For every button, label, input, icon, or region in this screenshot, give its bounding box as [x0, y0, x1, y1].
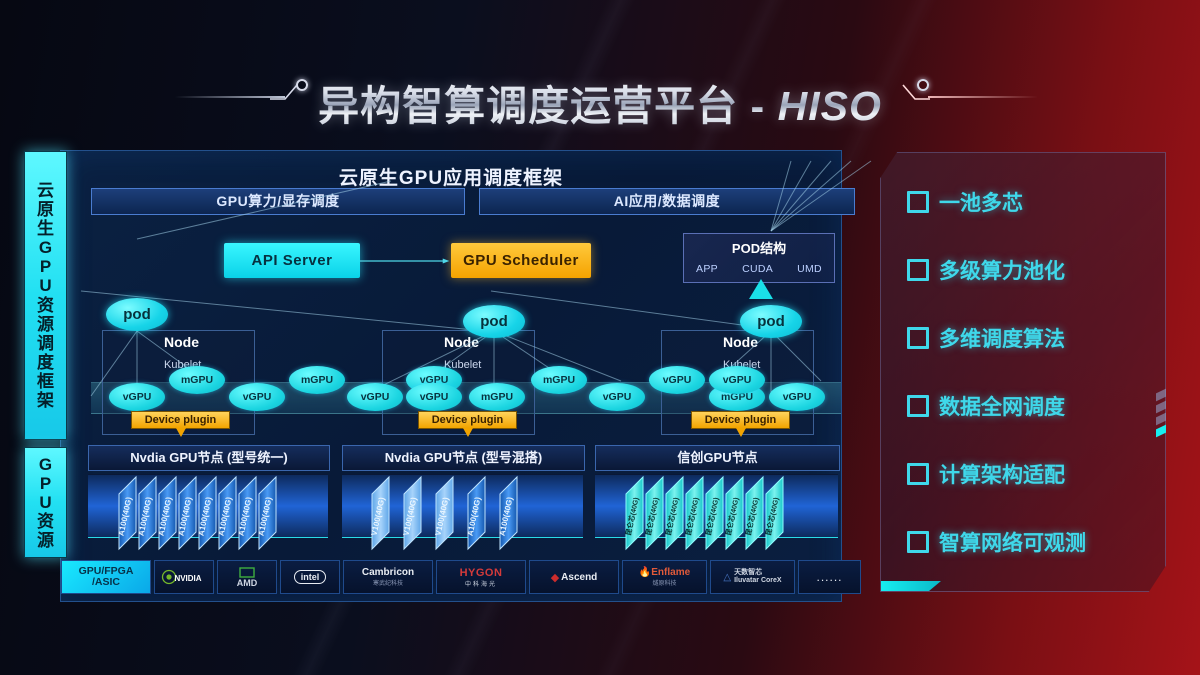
svg-text:NVIDIA: NVIDIA — [174, 574, 201, 583]
